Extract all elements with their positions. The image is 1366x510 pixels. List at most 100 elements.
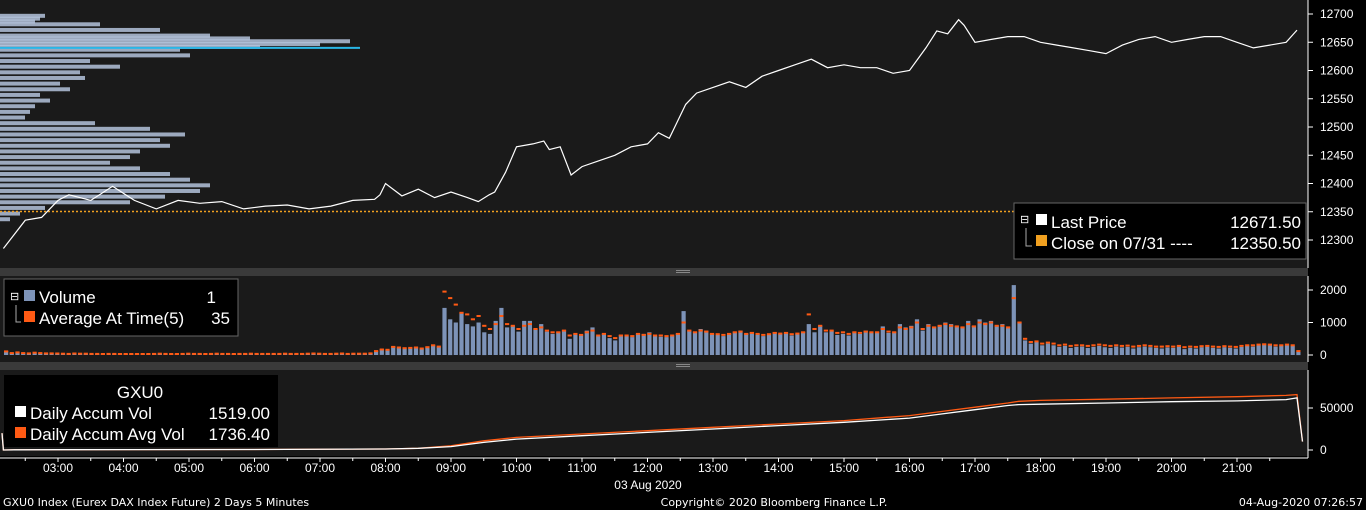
avg-at-time-mark (226, 352, 231, 355)
profile-bar (0, 194, 165, 199)
volume-bar (1080, 346, 1085, 356)
avg-at-time-mark (157, 352, 162, 355)
volume-bar (806, 324, 811, 355)
avg-at-time-mark (971, 325, 976, 328)
avg-at-time-mark (1284, 343, 1290, 346)
volume-bar (971, 325, 976, 356)
avg-at-time-mark (846, 332, 851, 335)
price-tick-label: 12600 (1320, 64, 1354, 78)
volume-bar (1193, 348, 1198, 355)
volume-bar (493, 320, 498, 355)
profile-bar (0, 47, 180, 52)
volume-bar (1097, 345, 1102, 355)
avg-at-time-mark (112, 352, 117, 355)
volume-bar (721, 336, 726, 355)
avg-at-time-mark (32, 351, 37, 354)
volume-profile (0, 13, 360, 222)
avg-at-time-mark (522, 324, 527, 327)
avg-at-time-mark (1193, 345, 1198, 348)
avg-at-time-mark (772, 331, 777, 334)
profile-bar (0, 22, 100, 27)
avg-at-time-mark (311, 352, 316, 355)
avg-at-time-mark (875, 331, 880, 334)
x-tick-label: 17:00 (960, 461, 990, 475)
volume-bar (988, 320, 994, 355)
price-tick-label: 12700 (1320, 7, 1354, 21)
footer-timestamp: 04-Aug-2020 07:26:57 (1239, 496, 1363, 509)
volume-bar (687, 330, 692, 355)
avg-at-time-mark (470, 318, 475, 321)
volume-bar (1279, 345, 1284, 355)
avg-at-time-mark (1006, 326, 1011, 329)
avg-time-value: 35 (211, 309, 230, 328)
volume-bar (1102, 347, 1107, 355)
avg-at-time-mark (1045, 341, 1050, 344)
avg-at-time-mark (715, 333, 720, 336)
volume-bar (567, 338, 572, 356)
volume-bar (1245, 345, 1250, 355)
avg-at-time-mark (539, 326, 544, 329)
volume-bar (1074, 346, 1079, 355)
footer-copyright: Copyright© 2020 Bloomberg Finance L.P. (661, 496, 888, 509)
price-tick-label: 12350 (1320, 205, 1354, 219)
profile-bar (0, 143, 170, 148)
volume-bar (379, 349, 384, 355)
volume-bar (618, 334, 623, 355)
avg-at-time-mark (988, 321, 994, 324)
volume-bar (1057, 346, 1062, 355)
avg-at-time-mark (442, 290, 447, 293)
volume-bar (835, 334, 840, 355)
avg-at-time-mark (1205, 344, 1210, 347)
avg-at-time-mark (197, 352, 202, 355)
avg-at-time-mark (1256, 343, 1261, 346)
accum-lines (1, 393, 1304, 451)
accum-y-axis: 0 50000 (1308, 401, 1354, 457)
avg-at-time-mark (533, 328, 538, 330)
avg-at-time-mark (1102, 344, 1107, 347)
volume-bar (749, 332, 754, 356)
avg-at-time-mark (573, 332, 578, 335)
x-tick-label: 04:00 (108, 461, 138, 475)
accum-legend[interactable]: GXU0 Daily Accum Vol 1519.00 Daily Accum… (4, 375, 278, 447)
volume-bar (487, 333, 493, 355)
avg-at-time-mark (1154, 345, 1159, 348)
volume-bar (1182, 349, 1187, 355)
avg-at-time-mark (857, 331, 863, 334)
avg-at-time-mark (658, 334, 663, 337)
volume-bar (1233, 348, 1238, 355)
avg-at-time-mark (670, 334, 675, 337)
avg-at-time-mark (795, 332, 800, 335)
volume-legend[interactable]: ⊟ Volume 1 Average At Time(5) 35 (3, 278, 239, 337)
volume-y-axis: 0 1000 2000 (1308, 283, 1347, 362)
x-tick-label: 14:00 (763, 461, 793, 475)
volume-bar (544, 331, 549, 355)
avg-at-time-mark (1023, 337, 1028, 340)
volume-bar (1028, 343, 1033, 355)
profile-bar (0, 126, 150, 131)
volume-bar (863, 330, 868, 355)
volume-bar (840, 333, 846, 355)
volume-bar (914, 319, 920, 356)
avg-at-time-mark (635, 332, 641, 335)
volume-bar (675, 333, 680, 355)
avg-at-time-mark (977, 321, 982, 324)
volume-bar (385, 350, 390, 355)
volume-bar (766, 334, 772, 355)
price-legend[interactable]: ⊟ Last Price 12671.50 Close on 07/31 ---… (1013, 202, 1307, 260)
avg-at-time-mark (408, 346, 413, 349)
volume-bar (1023, 340, 1028, 355)
volume-bar (15, 352, 20, 355)
avg-at-time-mark (920, 328, 925, 330)
avg-at-time-mark (709, 332, 715, 335)
volume-bar (943, 322, 948, 355)
panel-divider-bottom[interactable] (0, 362, 1308, 370)
volume-bar (852, 332, 857, 356)
volume-bar (601, 333, 606, 355)
panel-divider-top[interactable] (0, 268, 1308, 276)
close-value: 12350.50 (1230, 234, 1301, 253)
avg-at-time-mark (596, 334, 601, 337)
avg-at-time-mark (812, 328, 817, 330)
avg-at-time-mark (1000, 324, 1005, 327)
avg-at-time-mark (892, 331, 897, 334)
avg-at-time-mark (317, 352, 322, 355)
